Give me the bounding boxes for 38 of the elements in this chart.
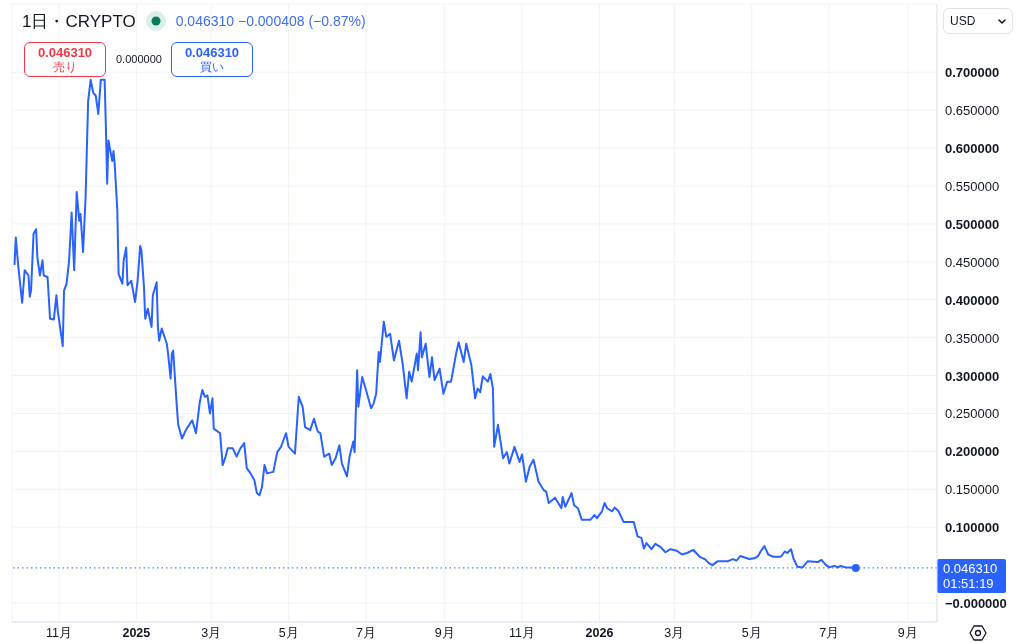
x-tick-label: 11月 bbox=[45, 626, 72, 640]
sell-button: 0.046310 売り bbox=[24, 42, 106, 77]
y-tick-label: 0.350000 bbox=[945, 330, 1000, 346]
x-tick-label: 7月 bbox=[356, 626, 376, 640]
x-tick-label: 2025 bbox=[122, 626, 151, 640]
currency-dropdown: USD bbox=[943, 8, 1013, 34]
text: 0.046310 −0.000408 (−0.87%) bbox=[175, 13, 366, 29]
buy-button: 0.046310 買い bbox=[171, 42, 253, 77]
x-tick-label: 2026 bbox=[585, 626, 614, 640]
y-tick-label: 0.450000 bbox=[945, 254, 1000, 270]
y-tick-label: −0.000000 bbox=[945, 595, 1007, 611]
annotation: 買い bbox=[200, 59, 224, 75]
x-tick-label: 3月 bbox=[664, 626, 685, 640]
x-tick-label: 5月 bbox=[278, 626, 299, 640]
x-tick-label: 7月 bbox=[819, 626, 840, 640]
annotation: 売り bbox=[53, 59, 77, 75]
ref-line-label: 0.046310 bbox=[943, 560, 998, 576]
text: 01:51:19 bbox=[943, 575, 994, 591]
y-tick-label: 0.400000 bbox=[945, 292, 1000, 308]
y-tick-label: 0.500000 bbox=[945, 216, 1000, 232]
annotation: 0.046310 bbox=[37, 44, 93, 60]
x-tick-label: 9月 bbox=[434, 626, 455, 640]
annotation: 0.000000 bbox=[116, 53, 162, 65]
y-tick-label: 0.100000 bbox=[945, 519, 1000, 535]
x-tick-label: 3月 bbox=[201, 626, 222, 640]
y-tick-label: 0.650000 bbox=[945, 102, 1000, 118]
x-tick-label: 5月 bbox=[741, 626, 762, 640]
x-tick-label: 9月 bbox=[897, 626, 918, 640]
chart-title: 1日・CRYPTO bbox=[22, 10, 136, 33]
y-tick-label: 0.200000 bbox=[945, 443, 1000, 459]
annotation: 0.046310 bbox=[184, 44, 240, 60]
y-tick-label: 0.700000 bbox=[945, 64, 1000, 80]
y-tick-label: 0.600000 bbox=[945, 140, 1000, 156]
y-tick-label: 0.300000 bbox=[945, 368, 1000, 384]
y-tick-label: 0.250000 bbox=[945, 405, 1000, 421]
y-tick-label: 0.550000 bbox=[945, 178, 1000, 194]
x-tick-label: 11月 bbox=[509, 626, 536, 640]
y-tick-label: 0.150000 bbox=[945, 481, 1000, 497]
